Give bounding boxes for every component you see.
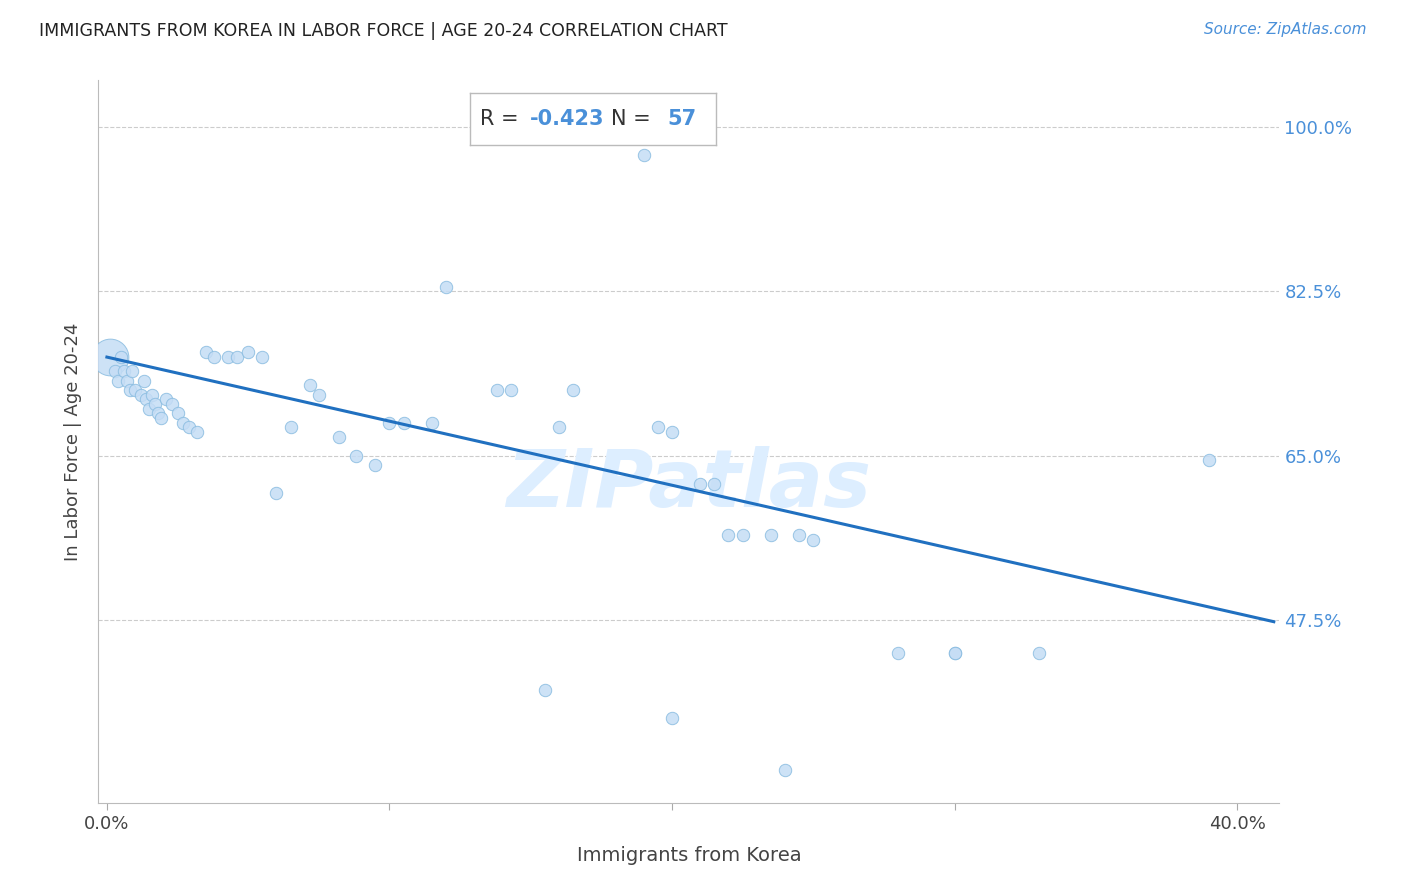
Point — [225, 350, 247, 364]
Point — [238, 345, 260, 359]
Point — [141, 387, 163, 401]
Point — [299, 378, 322, 392]
Point — [160, 397, 183, 411]
Point — [202, 350, 225, 364]
Text: -0.423: -0.423 — [530, 109, 605, 128]
Point — [787, 528, 810, 542]
Point — [434, 279, 457, 293]
X-axis label: Immigrants from Korea: Immigrants from Korea — [576, 847, 801, 865]
Point — [378, 416, 401, 430]
Point — [801, 533, 824, 547]
Point — [887, 646, 910, 660]
Point — [266, 486, 288, 500]
Point — [177, 420, 200, 434]
Point — [943, 646, 966, 660]
Point — [135, 392, 157, 407]
Point — [499, 383, 522, 397]
Point — [115, 374, 138, 388]
Point — [308, 387, 330, 401]
Point — [420, 416, 443, 430]
Point — [703, 476, 725, 491]
Point — [392, 416, 415, 430]
Point — [172, 416, 194, 430]
Point — [217, 350, 239, 364]
Y-axis label: In Labor Force | Age 20-24: In Labor Force | Age 20-24 — [63, 322, 82, 561]
Point — [112, 364, 135, 378]
Text: IMMIGRANTS FROM KOREA IN LABOR FORCE | AGE 20-24 CORRELATION CHART: IMMIGRANTS FROM KOREA IN LABOR FORCE | A… — [39, 22, 728, 40]
Text: 57: 57 — [668, 109, 696, 128]
Point — [943, 646, 966, 660]
Point — [1028, 646, 1050, 660]
Text: R =: R = — [481, 109, 526, 128]
Point — [186, 425, 208, 439]
Point — [759, 528, 782, 542]
Point — [364, 458, 387, 472]
Point — [143, 397, 166, 411]
Point — [647, 420, 669, 434]
Point — [132, 374, 155, 388]
Point — [166, 406, 188, 420]
Text: ZIPatlas: ZIPatlas — [506, 446, 872, 524]
Point — [633, 148, 655, 162]
Point — [661, 711, 683, 725]
Point — [731, 528, 754, 542]
Point — [110, 350, 132, 364]
Point — [661, 425, 683, 439]
Point — [138, 401, 160, 416]
Point — [1198, 453, 1220, 467]
Point — [717, 528, 740, 542]
Point — [146, 406, 169, 420]
Point — [121, 364, 143, 378]
Point — [344, 449, 367, 463]
Point — [155, 392, 177, 407]
Point — [534, 683, 557, 698]
Text: N =: N = — [610, 109, 657, 128]
Point — [548, 420, 571, 434]
Point — [689, 476, 711, 491]
Point — [485, 383, 508, 397]
Text: Source: ZipAtlas.com: Source: ZipAtlas.com — [1204, 22, 1367, 37]
Point — [280, 420, 302, 434]
Point — [194, 345, 217, 359]
Point — [149, 411, 172, 425]
Point — [98, 350, 121, 364]
Point — [107, 374, 129, 388]
Point — [252, 350, 274, 364]
Point — [104, 364, 127, 378]
Point — [328, 430, 350, 444]
Point — [118, 383, 141, 397]
Point — [562, 383, 585, 397]
Point — [124, 383, 146, 397]
Point — [129, 387, 152, 401]
Point — [773, 763, 796, 777]
